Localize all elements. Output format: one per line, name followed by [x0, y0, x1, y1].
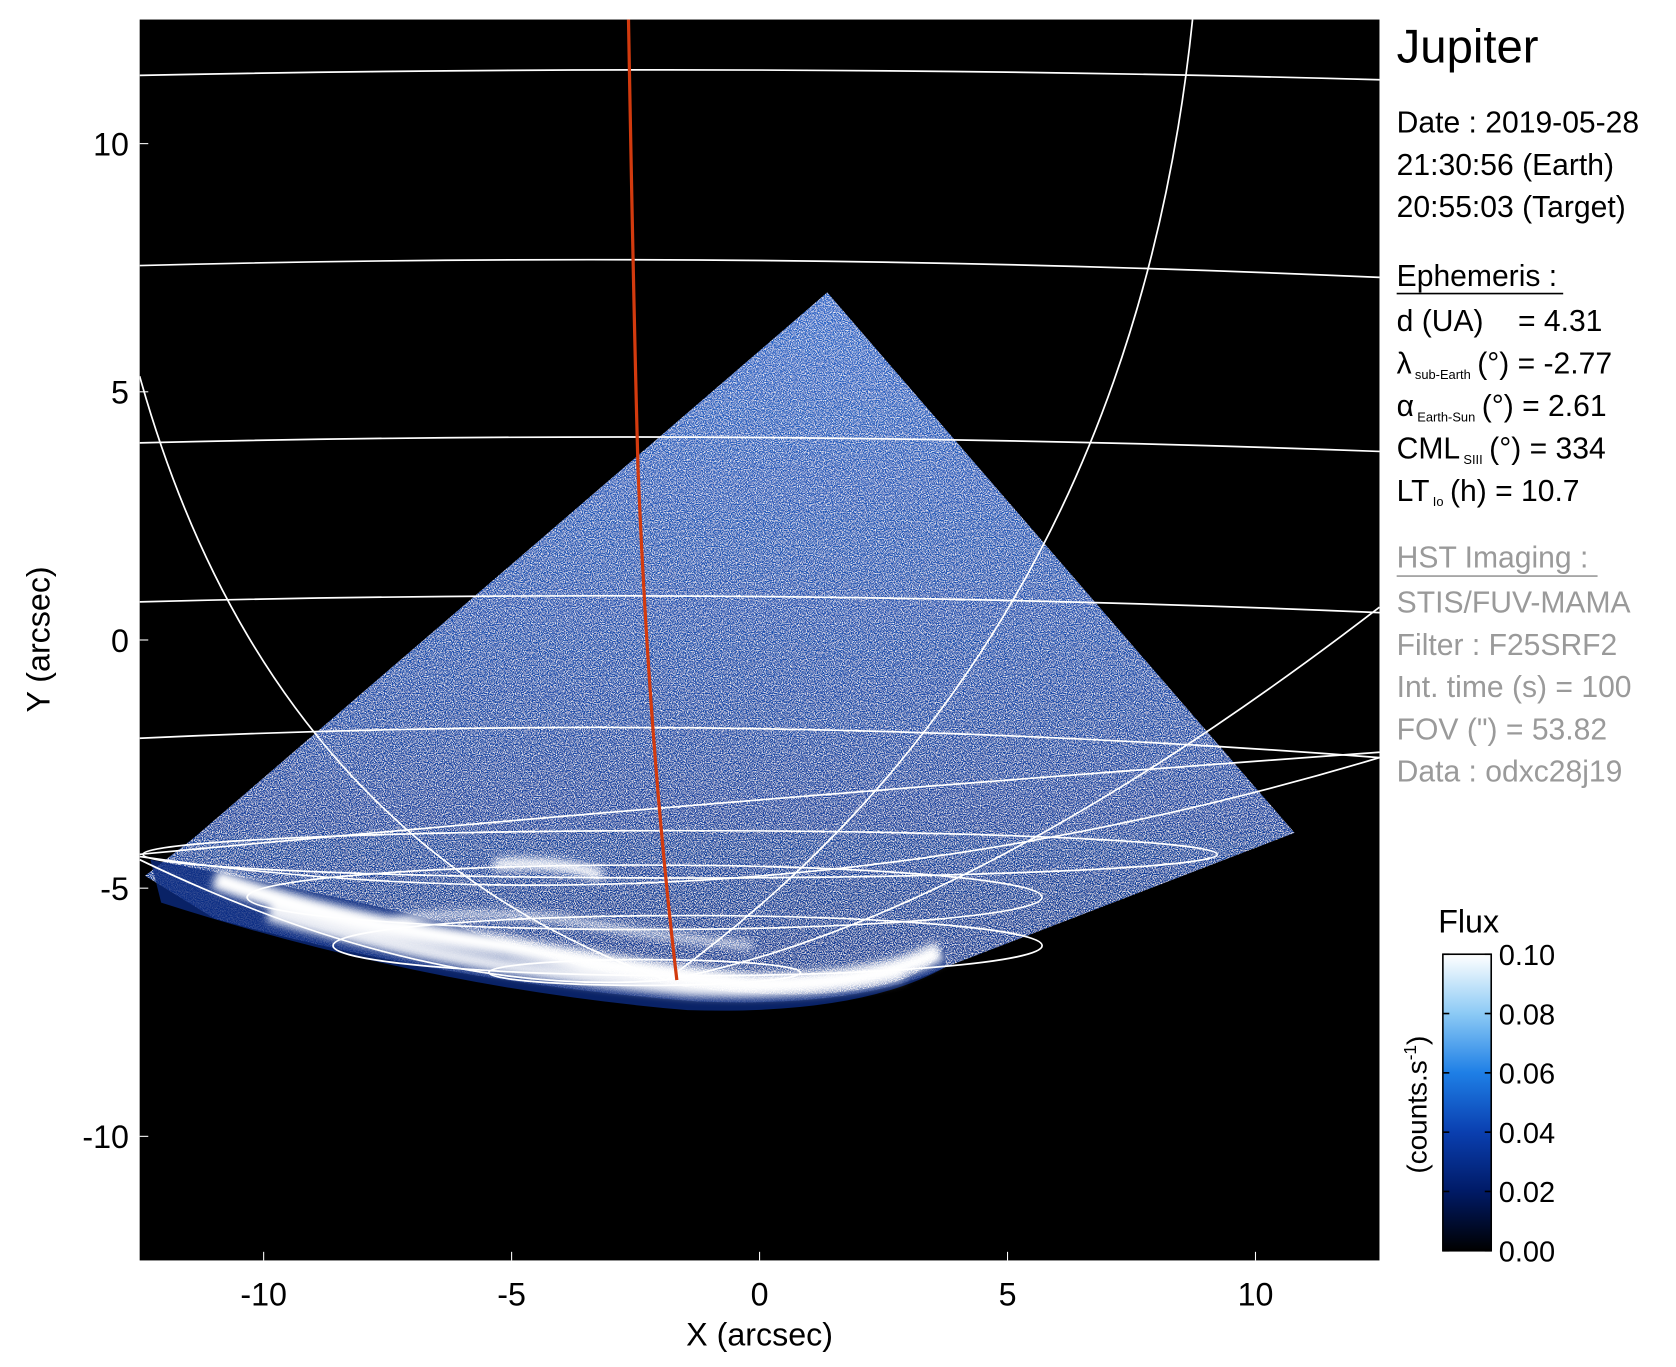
colorbar-tick-label: 0.08: [1499, 999, 1555, 1031]
ephemeris-line: α Earth-Sun (°) = 2.61: [1397, 390, 1607, 424]
central-meridian: [626, 19, 679, 981]
x-tick-label: 5: [999, 1277, 1017, 1313]
subscript: sub-Earth: [1415, 367, 1471, 382]
colorbar-tick-label: 0.04: [1499, 1118, 1555, 1150]
date-line: 21:30:56 (Earth): [1397, 149, 1614, 182]
x-tick-label: -5: [497, 1277, 526, 1313]
symbol: CML: [1397, 432, 1461, 465]
unit: (counts.s: [1402, 1060, 1433, 1173]
target-name: Jupiter: [1397, 21, 1539, 74]
subscript: Earth-Sun: [1417, 409, 1475, 424]
unit-end: ): [1402, 1036, 1433, 1045]
imaging-title: HST Imaging :: [1397, 541, 1589, 574]
colorbar-tick-label: 0.06: [1499, 1059, 1555, 1091]
ephemeris-line: CML SIII (°) = 334: [1397, 432, 1606, 466]
symbol: LT: [1397, 475, 1430, 508]
imaging-line: FOV (") = 53.82: [1397, 713, 1607, 746]
planet-grid: [139, 19, 1380, 987]
subscript: Io: [1433, 494, 1444, 509]
symbol: d (UA): [1397, 305, 1484, 338]
imaging-line: Int. time (s) = 100: [1397, 671, 1632, 704]
value: (h) = 10.7: [1450, 475, 1580, 508]
y-tick-label: 10: [93, 126, 129, 162]
colorbar-label: Flux: [1438, 904, 1499, 940]
imaging-line: Data : odxc28j19: [1397, 755, 1623, 788]
value: (°) = 2.61: [1482, 390, 1607, 423]
colorbar-unit: (counts.s-1): [1400, 1036, 1433, 1174]
symbol: α: [1397, 390, 1414, 423]
y-axis-label: Y (arcsec): [20, 566, 56, 712]
unit-sup: -1: [1400, 1045, 1420, 1060]
date-line: 20:55:03 (Target): [1397, 191, 1626, 224]
y-tick-label: 5: [111, 375, 129, 411]
value: (°) = 334: [1489, 432, 1606, 465]
y-tick-label: -5: [100, 871, 129, 907]
x-axis-label: X (arcsec): [686, 1316, 833, 1352]
imaging-line: Filter : F25SRF2: [1397, 629, 1618, 662]
value: = 4.31: [1518, 305, 1602, 338]
ephemeris-title: Ephemeris :: [1397, 260, 1557, 293]
ephemeris-line: λ sub-Earth (°) = -2.77: [1397, 348, 1612, 382]
imaging-line: STIS/FUV-MAMA: [1397, 587, 1631, 620]
date-line: Date : 2019-05-28: [1397, 106, 1639, 139]
aurora: [211, 858, 945, 998]
x-tick-label: -10: [240, 1277, 287, 1313]
colorbar-tick-label: 0.02: [1499, 1177, 1555, 1209]
colorbar: [1442, 953, 1493, 1252]
x-tick-label: 10: [1238, 1277, 1274, 1313]
value: (°) = -2.77: [1477, 348, 1612, 381]
subscript: SIII: [1463, 452, 1482, 467]
image: [139, 19, 1380, 1011]
y-tick-label: -10: [82, 1119, 129, 1155]
symbol: λ: [1397, 348, 1412, 381]
emission: [145, 292, 1295, 1003]
x-tick-label: 0: [751, 1277, 769, 1313]
colorbar-tick-label: 0.00: [1499, 1237, 1555, 1269]
colorbar-tick-label: 0.10: [1499, 940, 1555, 972]
ephemeris-line: LT Io (h) = 10.7: [1397, 475, 1580, 509]
y-tick-label: 0: [111, 623, 129, 659]
ephemeris-line: d (UA) = 4.31: [1397, 305, 1603, 338]
